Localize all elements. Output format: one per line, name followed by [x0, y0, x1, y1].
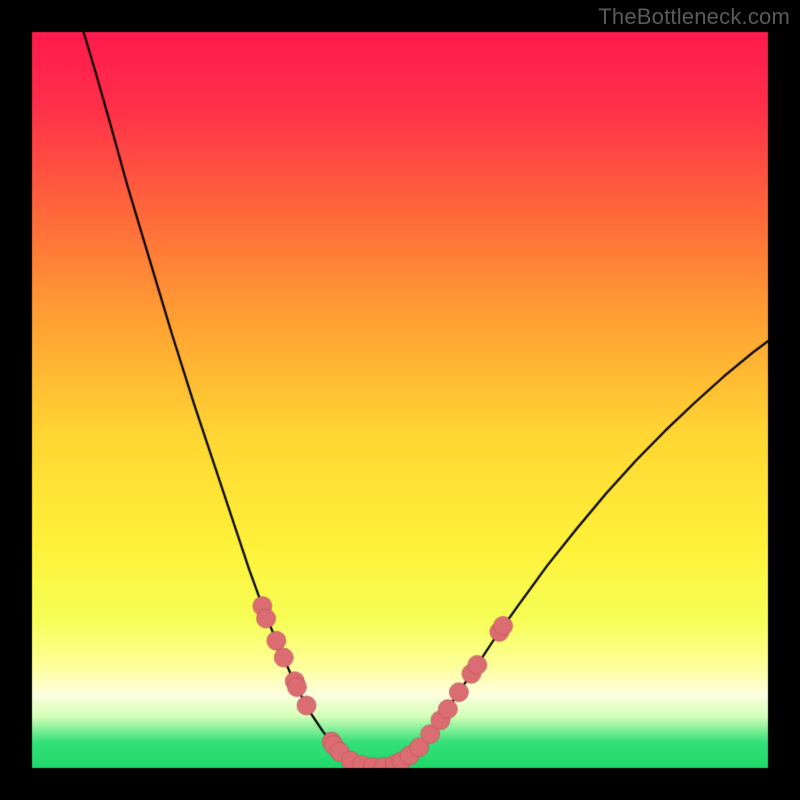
- bottleneck-chart-canvas: [0, 0, 800, 800]
- watermark-label: TheBottleneck.com: [598, 4, 790, 30]
- chart-stage: TheBottleneck.com: [0, 0, 800, 800]
